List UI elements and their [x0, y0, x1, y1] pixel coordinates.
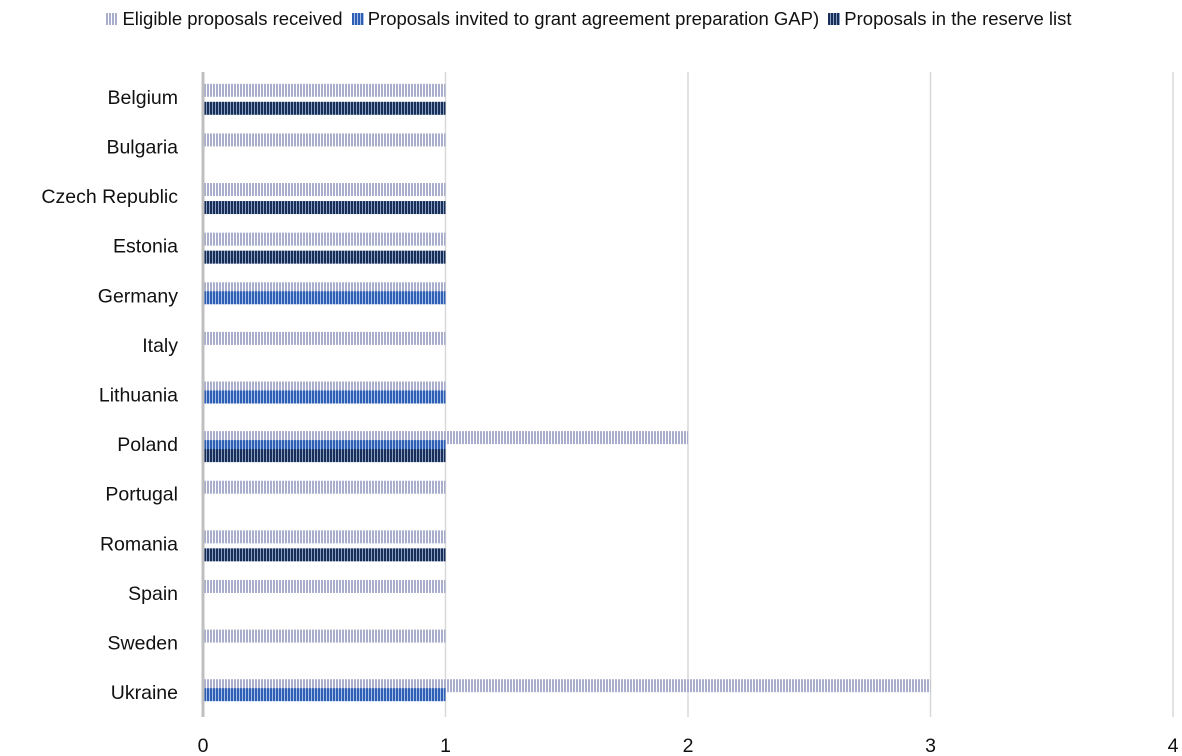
- bar-czech-republic-series-1: [203, 183, 446, 197]
- bar-belgium-series-1: [203, 83, 446, 97]
- legend-label-reserve-list: Proposals in the reserve list: [844, 8, 1072, 29]
- bar-italy-series-1: [203, 331, 446, 345]
- category-label-italy: Italy: [142, 335, 178, 357]
- x-tick-label-1: 1: [440, 735, 451, 756]
- bar-portugal-series-1: [203, 480, 446, 494]
- x-tick-label-4: 4: [1168, 735, 1179, 756]
- x-tick-label-2: 2: [683, 735, 694, 756]
- bar-sweden-series-1: [203, 629, 446, 643]
- bar-czech-republic-series-3: [203, 201, 446, 215]
- category-label-germany: Germany: [98, 285, 178, 307]
- bar-ukraine-series-2: [203, 688, 446, 702]
- category-label-sweden: Sweden: [108, 633, 178, 655]
- category-label-czech-republic: Czech Republic: [41, 186, 178, 208]
- category-label-estonia: Estonia: [113, 236, 178, 258]
- x-tick-label-3: 3: [925, 735, 936, 756]
- legend-swatch-reserve-list: [828, 13, 841, 25]
- legend-label-eligible: Eligible proposals received: [122, 8, 343, 29]
- legend-label-invited-gap: Proposals invited to grant agreement pre…: [367, 8, 820, 29]
- legend-item-reserve-list: Proposals in the reserve list: [828, 8, 1072, 30]
- category-label-romania: Romania: [100, 533, 178, 555]
- bar-poland-series-3: [203, 449, 446, 463]
- legend-item-eligible: Eligible proposals received: [106, 8, 343, 30]
- bar-romania-series-1: [203, 530, 446, 544]
- bar-spain-series-1: [203, 579, 446, 593]
- category-label-lithuania: Lithuania: [99, 385, 178, 407]
- bar-bulgaria-series-1: [203, 133, 446, 147]
- category-label-spain: Spain: [128, 583, 178, 605]
- category-label-ukraine: Ukraine: [111, 682, 178, 704]
- legend-swatch-eligible: [106, 13, 119, 25]
- category-label-poland: Poland: [117, 434, 178, 456]
- legend-item-invited-gap: Proposals invited to grant agreement pre…: [351, 8, 820, 30]
- bar-lithuania-series-2: [203, 390, 446, 404]
- category-label-bulgaria: Bulgaria: [106, 136, 178, 158]
- category-label-belgium: Belgium: [108, 87, 178, 109]
- chart-legend: Eligible proposals received Proposals in…: [0, 8, 1182, 30]
- bar-belgium-series-3: [203, 101, 446, 115]
- x-tick-label-0: 0: [198, 735, 209, 756]
- bar-estonia-series-1: [203, 232, 446, 246]
- bar-germany-series-2: [203, 291, 446, 305]
- legend-swatch-invited-gap: [351, 13, 364, 25]
- bar-romania-series-3: [203, 548, 446, 562]
- bar-estonia-series-3: [203, 250, 446, 264]
- category-label-portugal: Portugal: [105, 484, 178, 506]
